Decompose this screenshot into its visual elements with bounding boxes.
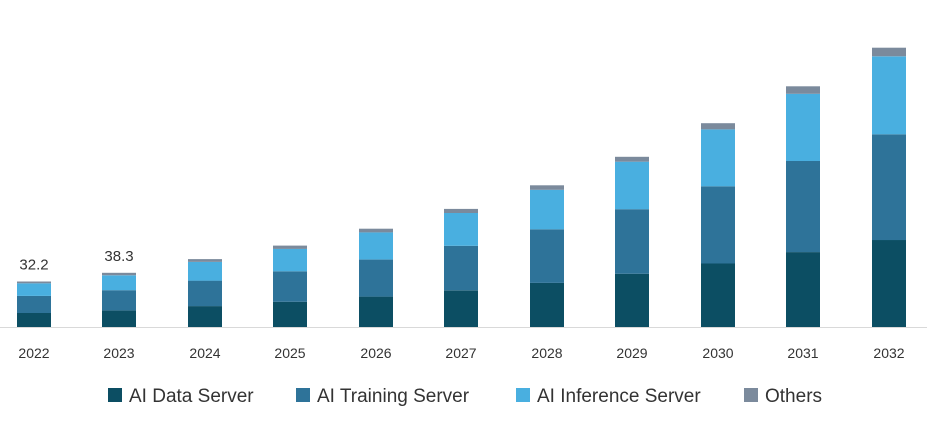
bar-others-2032	[872, 47, 906, 57]
x-tick-label-2023: 2023	[103, 345, 134, 361]
x-tick-label-2025: 2025	[274, 345, 305, 361]
x-tick-label-2030: 2030	[702, 345, 733, 361]
bar-ai-training-server-2023	[102, 290, 136, 311]
bar-ai-data-server-2028	[530, 282, 564, 327]
bar-ai-inference-server-2026	[359, 232, 393, 260]
x-tick-label-2022: 2022	[18, 345, 49, 361]
bar-ai-inference-server-2029	[615, 161, 649, 210]
legend: AI Data Server AI Training Server AI Infer…	[108, 386, 822, 407]
bar-others-2023	[102, 272, 136, 276]
bar-ai-inference-server-2025	[273, 248, 307, 272]
bar-ai-data-server-2027	[444, 290, 478, 327]
bar-others-2031	[786, 86, 820, 94]
legend-swatch-ai-inference-server	[516, 388, 530, 402]
bar-ai-inference-server-2028	[530, 189, 564, 230]
data-label-2022: 32.2	[19, 257, 48, 274]
legend-item-ai-data-server: AI Data Server	[108, 386, 254, 407]
bar-ai-data-server-2024	[188, 306, 222, 327]
bar-ai-data-server-2030	[701, 263, 735, 327]
bar-others-2029	[615, 156, 649, 162]
legend-swatch-others	[744, 388, 758, 402]
legend-swatch-ai-training-server	[296, 388, 310, 402]
bar-ai-inference-server-2024	[188, 262, 222, 281]
bar-ai-training-server-2029	[615, 209, 649, 274]
legend-label-ai-inference-server: AI Inference Server	[537, 386, 701, 407]
bar-ai-inference-server-2031	[786, 93, 820, 161]
bar-ai-data-server-2032	[872, 240, 906, 327]
bar-ai-inference-server-2030	[701, 129, 735, 187]
legend-item-ai-inference-server: AI Inference Server	[516, 386, 701, 407]
bar-ai-data-server-2029	[615, 273, 649, 327]
bar-ai-data-server-2026	[359, 296, 393, 327]
legend-label-ai-data-server: AI Data Server	[129, 386, 254, 407]
legend-label-ai-training-server: AI Training Server	[317, 386, 470, 407]
data-label-2023: 38.3	[104, 248, 133, 265]
bar-others-2027	[444, 208, 478, 213]
x-tick-label-2029: 2029	[616, 345, 647, 361]
bar-others-2030	[701, 123, 735, 130]
bar-ai-inference-server-2023	[102, 275, 136, 291]
bar-others-2026	[359, 228, 393, 233]
bar-others-2022	[17, 281, 51, 284]
bar-ai-training-server-2030	[701, 186, 735, 264]
x-tick-label-2028: 2028	[531, 345, 562, 361]
bar-ai-data-server-2022	[17, 313, 51, 327]
bar-ai-training-server-2032	[872, 134, 906, 241]
bar-ai-data-server-2023	[102, 310, 136, 327]
bar-others-2024	[188, 259, 222, 262]
data-labels: 32.2 38.3	[19, 248, 133, 274]
legend-item-ai-training-server: AI Training Server	[296, 386, 470, 407]
bar-others-2028	[530, 185, 564, 190]
bar-ai-training-server-2031	[786, 161, 820, 253]
x-tick-label-2031: 2031	[787, 345, 818, 361]
bar-ai-inference-server-2022	[17, 283, 51, 296]
bar-ai-data-server-2031	[786, 252, 820, 327]
bar-ai-inference-server-2027	[444, 213, 478, 246]
x-tick-label-2026: 2026	[360, 345, 391, 361]
bar-ai-training-server-2026	[359, 259, 393, 297]
bar-ai-training-server-2028	[530, 229, 564, 283]
bar-others-2025	[273, 245, 307, 249]
legend-label-others: Others	[765, 386, 822, 407]
x-tick-labels: 2022 2023 2024 2025 2026 2027 2028 2029 2030 2031…	[18, 345, 904, 361]
legend-item-others: Others	[744, 386, 822, 407]
bar-ai-data-server-2025	[273, 301, 307, 327]
bar-ai-training-server-2024	[188, 280, 222, 307]
bars-group	[17, 47, 906, 327]
x-tick-label-2027: 2027	[445, 345, 476, 361]
bar-ai-training-server-2027	[444, 245, 478, 291]
bar-ai-inference-server-2032	[872, 56, 906, 135]
legend-swatch-ai-data-server	[108, 388, 122, 402]
x-tick-label-2032: 2032	[873, 345, 904, 361]
bar-ai-training-server-2022	[17, 295, 51, 313]
bar-ai-training-server-2025	[273, 271, 307, 302]
x-tick-label-2024: 2024	[189, 345, 220, 361]
